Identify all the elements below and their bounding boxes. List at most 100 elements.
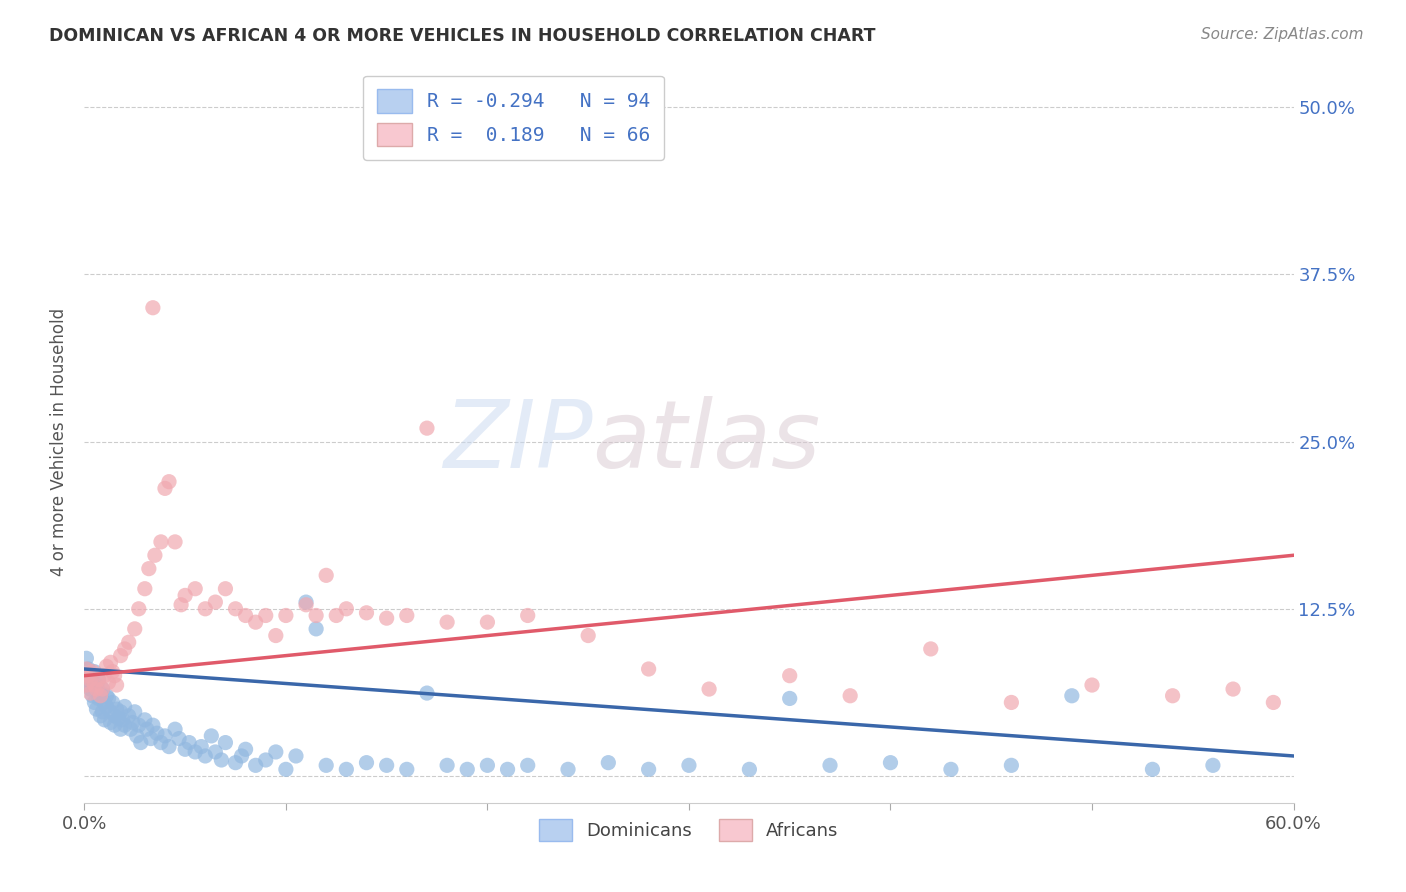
Point <box>100 705 122 719</box>
Point <box>315 568 337 582</box>
Point <box>79 686 101 700</box>
Point <box>101 696 124 710</box>
Point <box>225 602 247 616</box>
Point <box>120 723 142 737</box>
Point <box>170 598 193 612</box>
Point <box>101 665 124 679</box>
Point <box>124 622 146 636</box>
Point <box>75 662 97 676</box>
Point <box>114 718 136 732</box>
Point <box>356 756 378 770</box>
Text: atlas: atlas <box>592 396 821 487</box>
Point <box>264 629 287 643</box>
Point <box>235 608 257 623</box>
Point <box>157 739 180 754</box>
Text: DOMINICAN VS AFRICAN 4 OR MORE VEHICLES IN HOUSEHOLD CORRELATION CHART: DOMINICAN VS AFRICAN 4 OR MORE VEHICLES … <box>49 27 876 45</box>
Point <box>214 735 236 749</box>
Point <box>87 673 110 687</box>
Point <box>295 598 318 612</box>
Point <box>89 686 111 700</box>
Point <box>1142 762 1164 776</box>
Point <box>111 713 134 727</box>
Point <box>395 762 418 776</box>
Point <box>135 723 157 737</box>
Point <box>139 731 162 746</box>
Point <box>96 699 118 714</box>
Point <box>75 678 97 692</box>
Point <box>91 705 114 719</box>
Point <box>557 762 579 776</box>
Point <box>1000 696 1022 710</box>
Point <box>174 589 197 603</box>
Point <box>118 708 141 723</box>
Point <box>305 622 328 636</box>
Point <box>83 696 105 710</box>
Point <box>637 662 659 676</box>
Point <box>82 665 104 679</box>
Point <box>118 635 141 649</box>
Point <box>165 723 187 737</box>
Point <box>204 745 226 759</box>
Point <box>274 608 297 623</box>
Point <box>128 602 150 616</box>
Point <box>83 665 105 679</box>
Point <box>456 762 478 776</box>
Point <box>678 758 700 772</box>
Point <box>138 562 160 576</box>
Point <box>436 758 458 772</box>
Point <box>1060 689 1083 703</box>
Point <box>104 718 127 732</box>
Point <box>79 673 101 687</box>
Point <box>165 535 187 549</box>
Point <box>194 602 217 616</box>
Point <box>939 762 962 776</box>
Point <box>818 758 841 772</box>
Point <box>157 475 180 489</box>
Point <box>375 611 398 625</box>
Point <box>153 729 176 743</box>
Point <box>75 673 97 687</box>
Point <box>110 705 132 719</box>
Point <box>477 758 499 772</box>
Point <box>93 713 115 727</box>
Point <box>121 715 143 730</box>
Point <box>356 606 378 620</box>
Point <box>104 669 127 683</box>
Point <box>516 608 538 623</box>
Point <box>335 762 357 776</box>
Point <box>100 655 122 669</box>
Point <box>1263 696 1285 710</box>
Point <box>235 742 257 756</box>
Point <box>129 735 152 749</box>
Point <box>496 762 519 776</box>
Point <box>89 689 111 703</box>
Point <box>89 708 111 723</box>
Y-axis label: 4 or more Vehicles in Household: 4 or more Vehicles in Household <box>51 308 69 575</box>
Point <box>1202 758 1225 772</box>
Point <box>179 735 201 749</box>
Point <box>79 681 101 696</box>
Point <box>114 642 136 657</box>
Point <box>395 608 418 623</box>
Point <box>82 675 104 690</box>
Point <box>245 615 267 630</box>
Point <box>83 678 105 692</box>
Point <box>97 691 120 706</box>
Point <box>142 301 165 315</box>
Point <box>174 742 197 756</box>
Point <box>110 723 132 737</box>
Point <box>1161 689 1184 703</box>
Point <box>128 718 150 732</box>
Point <box>134 713 156 727</box>
Point <box>204 595 226 609</box>
Point <box>416 421 439 435</box>
Point <box>335 602 357 616</box>
Point <box>146 726 169 740</box>
Point <box>779 669 801 683</box>
Point <box>637 762 659 776</box>
Point <box>194 749 217 764</box>
Point <box>225 756 247 770</box>
Point <box>274 762 297 776</box>
Point <box>149 535 172 549</box>
Point <box>190 739 212 754</box>
